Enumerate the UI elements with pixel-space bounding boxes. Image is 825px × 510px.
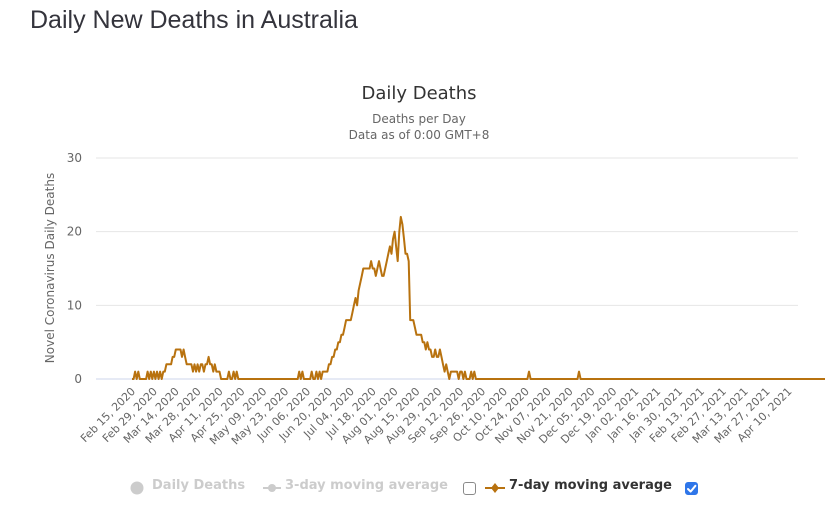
circle-marker-icon xyxy=(130,481,144,495)
y-tick-label: 30 xyxy=(67,151,82,165)
legend-item-3day-average[interactable]: 3-day moving average xyxy=(285,478,448,493)
line-dot-marker-icon xyxy=(263,484,281,492)
chart-subtitle-1: Deaths per Day xyxy=(372,112,466,126)
series-line-7day-average[interactable] xyxy=(132,215,825,380)
y-tick-label: 0 xyxy=(74,372,82,386)
chart-title: Daily Deaths xyxy=(361,83,476,104)
page-title: Daily New Deaths in Australia xyxy=(30,6,358,34)
y-tick-label: 20 xyxy=(67,225,82,239)
legend-item-daily-deaths[interactable]: Daily Deaths xyxy=(152,478,246,493)
toggle-3day-checkbox[interactable] xyxy=(463,482,476,495)
daily-deaths-chart: Daily Deaths Deaths per Day Data as of 0… xyxy=(43,83,825,447)
y-tick-label: 10 xyxy=(67,298,82,312)
chart-legend: Daily Deaths 3-day moving average 7-day … xyxy=(0,474,825,500)
legend-item-7day-average[interactable]: 7-day moving average xyxy=(509,478,672,493)
checkmark-icon xyxy=(687,484,697,493)
toggle-7day-checkbox[interactable] xyxy=(685,482,698,495)
line-diamond-marker-icon xyxy=(485,483,505,493)
y-axis-label: Novel Coronavirus Daily Deaths xyxy=(43,173,57,363)
chart-subtitle-2: Data as of 0:00 GMT+8 xyxy=(349,128,490,142)
